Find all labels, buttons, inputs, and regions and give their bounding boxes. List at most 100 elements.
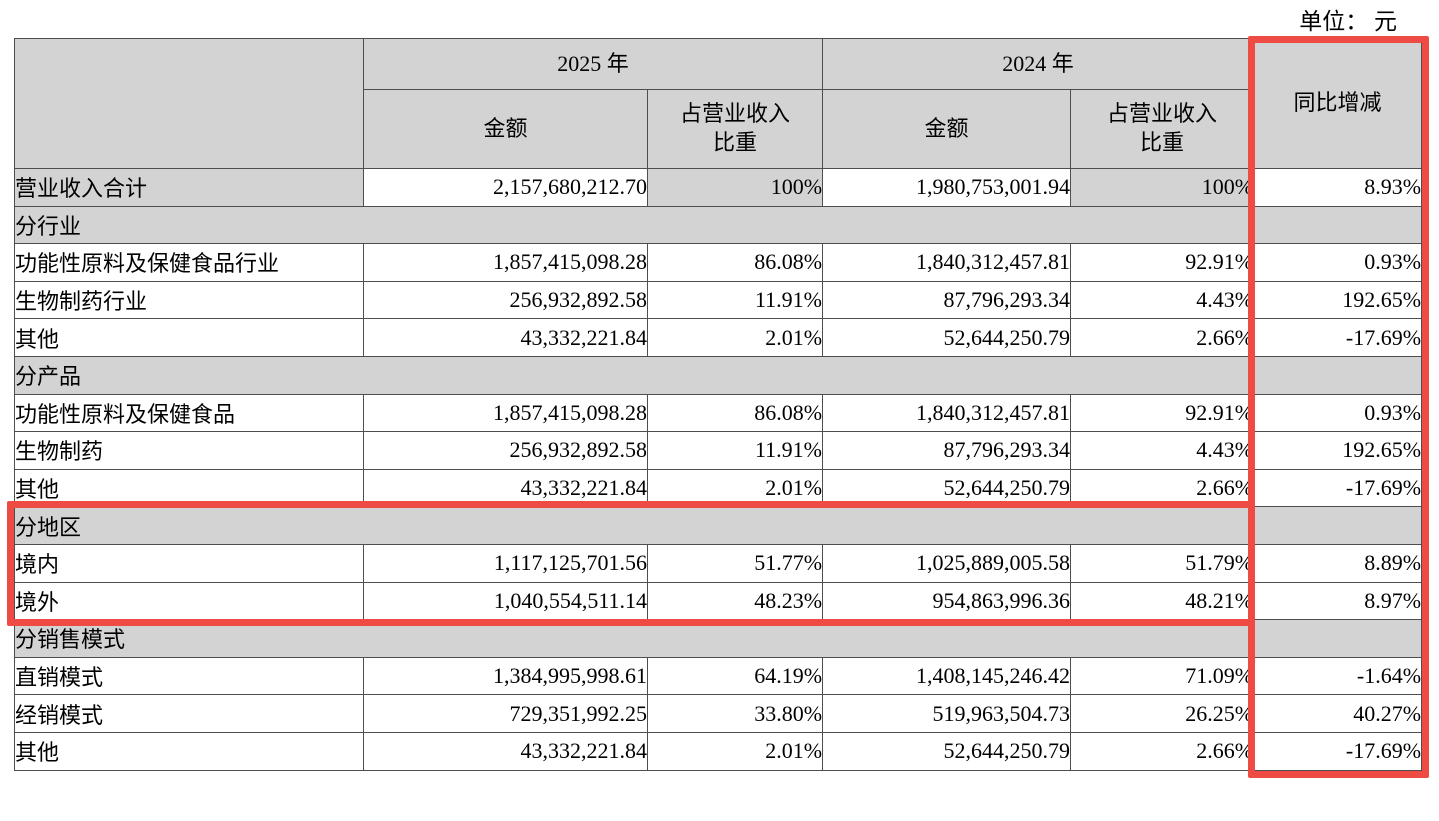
- amount-2025-cell: 2,157,680,212.70: [363, 168, 648, 207]
- amount-2024-cell: 87,796,293.34: [822, 431, 1072, 470]
- header-row-measures: 金额 占营业收入 比重 金额 占营业收入 比重: [15, 89, 1422, 169]
- amount-2025-cell: 43,332,221.84: [363, 731, 648, 771]
- amount-2024-cell: 1,408,145,246.42: [822, 656, 1072, 696]
- share-2024-cell: 2.66%: [1070, 318, 1255, 357]
- share-2025-cell: 2.01%: [646, 318, 824, 357]
- yoy-cell: -17.69%: [1253, 468, 1423, 508]
- share-2024-cell: 71.09%: [1070, 656, 1255, 696]
- share-2025-cell: 11.91%: [646, 431, 824, 470]
- section-row: 分地区: [13, 506, 1423, 545]
- amount-2025-cell: 1,384,995,998.61: [363, 656, 648, 696]
- table-row: 生物制药 256,932,892.58 11.91% 87,796,293.34 4.4…: [14, 431, 1423, 470]
- yoy-cell: 8.97%: [1253, 581, 1423, 621]
- row-label-cell: 生物制药行业: [14, 280, 364, 320]
- amount-2024-cell: 52,644,250.79: [822, 318, 1072, 357]
- row-label-cell: 营业收入合计: [14, 168, 364, 207]
- amount-2025-cell: 43,332,221.84: [363, 468, 648, 508]
- share-2024-cell: 100%: [1070, 168, 1255, 207]
- row-label-cell: 功能性原料及保健食品行业: [14, 243, 364, 282]
- row-label-cell: 直销模式: [14, 656, 364, 696]
- amount-2025-cell: 256,932,892.58: [363, 431, 648, 470]
- section-row: 分销售模式: [13, 619, 1423, 658]
- amount-2025-cell: 729,351,992.25: [363, 694, 648, 733]
- table-row: 境内 1,117,125,701.56 51.77% 1,025,889,005.58…: [14, 543, 1423, 583]
- yoy-cell: -1.64%: [1253, 656, 1423, 696]
- yoy-cell: 0.93%: [1253, 243, 1423, 282]
- table-row: 其他 43,332,221.84 2.01% 52,644,250.79 2.66% -1…: [14, 468, 1423, 508]
- section-label-cell: 分销售模式: [13, 619, 1423, 658]
- amount-2025-cell: 1,117,125,701.56: [363, 543, 648, 583]
- table-row: 其他 43,332,221.84 2.01% 52,644,250.79 2.66% -1…: [14, 731, 1423, 771]
- yoy-cell: 8.93%: [1253, 168, 1423, 207]
- share-2025-cell: 33.80%: [646, 694, 824, 733]
- section-label-cell: 分产品: [13, 355, 1423, 395]
- share-2024-cell: 92.91%: [1070, 243, 1255, 282]
- table-row: 经销模式 729,351,992.25 33.80% 519,963,504.73 26…: [14, 694, 1423, 733]
- yoy-cell: 40.27%: [1253, 694, 1423, 733]
- table-row: 功能性原料及保健食品行业 1,857,415,098.28 86.08% 1,840,…: [14, 243, 1423, 282]
- amount-2024-cell: 954,863,996.36: [822, 581, 1072, 621]
- yoy-cell: 192.65%: [1253, 280, 1423, 320]
- row-label-cell: 其他: [14, 318, 364, 357]
- amount-2025-cell: 1,040,554,511.14: [363, 581, 648, 621]
- share-2024-cell: 2.66%: [1070, 731, 1255, 771]
- row-label-cell: 境内: [14, 543, 364, 583]
- amount-2024-cell: 1,980,753,001.94: [822, 168, 1072, 207]
- share-2025-cell: 11.91%: [646, 280, 824, 320]
- row-label-cell: 境外: [14, 581, 364, 621]
- header-row-years: 2025 年 2024 年 同比增减: [14, 38, 1423, 169]
- amount-2024-cell: 1,840,312,457.81: [822, 393, 1072, 433]
- header-year-2024: 2024 年: [822, 38, 1255, 90]
- share-2024-cell: 51.79%: [1070, 543, 1255, 583]
- yoy-cell: 8.89%: [1253, 543, 1423, 583]
- corner-blank-cell: [14, 38, 364, 169]
- header-year-2025: 2025 年: [362, 38, 824, 90]
- amount-2024-cell: 1,840,312,457.81: [822, 243, 1072, 282]
- share-2024-cell: 48.21%: [1070, 581, 1255, 621]
- unit-label: 单位： 元: [1299, 9, 1397, 34]
- amount-2025-cell: 1,857,415,098.28: [363, 243, 648, 282]
- table-row: 功能性原料及保健食品 1,857,415,098.28 86.08% 1,840,31…: [14, 393, 1423, 433]
- share-2024-cell: 92.91%: [1070, 393, 1255, 433]
- table-row: 境外 1,040,554,511.14 48.23% 954,863,996.36 48…: [14, 581, 1423, 621]
- yoy-cell: 0.93%: [1253, 393, 1423, 433]
- row-label-cell: 经销模式: [14, 694, 364, 733]
- row-label-cell: 其他: [14, 731, 364, 771]
- yoy-cell: 192.65%: [1253, 431, 1423, 470]
- share-2025-cell: 2.01%: [646, 731, 824, 771]
- table-row: 其他 43,332,221.84 2.01% 52,644,250.79 2.66% -1…: [14, 318, 1423, 357]
- revenue-table: 2025 年 2024 年 同比增减 金额 占营业收入 比重 金额 占营业收入 …: [13, 38, 1423, 771]
- section-row: 分行业: [13, 205, 1423, 245]
- share-2025-cell: 64.19%: [646, 656, 824, 696]
- share-2024-cell: 26.25%: [1070, 694, 1255, 733]
- header-amount-2024: 金额: [822, 89, 1072, 169]
- share-2024-cell: 4.43%: [1070, 280, 1255, 320]
- yoy-cell: -17.69%: [1253, 731, 1423, 771]
- header-share-2025: 占营业收入 比重: [646, 89, 824, 169]
- share-2025-cell: 2.01%: [646, 468, 824, 508]
- amount-2025-cell: 43,332,221.84: [363, 318, 648, 357]
- section-label-cell: 分行业: [13, 205, 1423, 245]
- amount-2024-cell: 52,644,250.79: [822, 731, 1072, 771]
- share-2024-cell: 4.43%: [1070, 431, 1255, 470]
- row-label-cell: 生物制药: [14, 431, 364, 470]
- table-row: 营业收入合计 2,157,680,212.70 100% 1,980,753,001.…: [14, 168, 1423, 207]
- share-2025-cell: 51.77%: [646, 543, 824, 583]
- row-label-cell: 其他: [14, 468, 364, 508]
- table-body: 营业收入合计 2,157,680,212.70 100% 1,980,753,001.…: [13, 168, 1423, 771]
- header-share-2024: 占营业收入 比重: [1070, 89, 1255, 169]
- table-row: 直销模式 1,384,995,998.61 64.19% 1,408,145,246.…: [14, 656, 1423, 696]
- share-2025-cell: 86.08%: [646, 243, 824, 282]
- share-2025-cell: 48.23%: [646, 581, 824, 621]
- share-2024-cell: 2.66%: [1070, 468, 1255, 508]
- table-header: 2025 年 2024 年 同比增减 金额 占营业收入 比重 金额 占营业收入 …: [14, 38, 1423, 169]
- amount-2024-cell: 519,963,504.73: [822, 694, 1072, 733]
- amount-2025-cell: 256,932,892.58: [363, 280, 648, 320]
- amount-2024-cell: 1,025,889,005.58: [822, 543, 1072, 583]
- header-amount-2025: 金额: [363, 89, 648, 169]
- share-2025-cell: 86.08%: [646, 393, 824, 433]
- section-row: 分产品: [13, 355, 1423, 395]
- amount-2025-cell: 1,857,415,098.28: [363, 393, 648, 433]
- yoy-cell: -17.69%: [1253, 318, 1423, 357]
